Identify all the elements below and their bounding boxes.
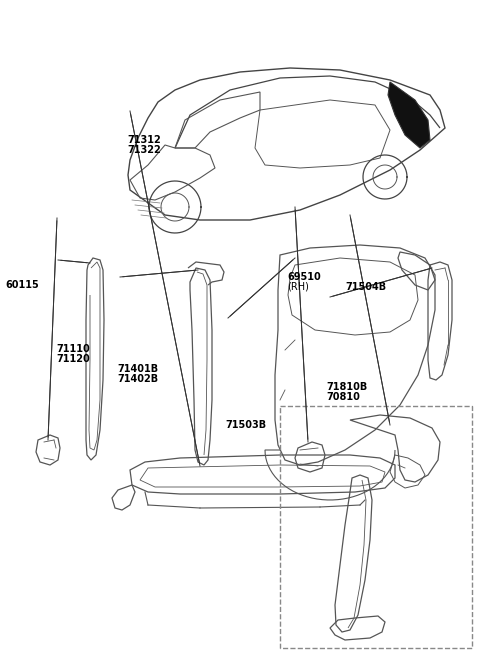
Text: 71402B: 71402B bbox=[118, 374, 159, 384]
Bar bbox=[280, 406, 472, 648]
Text: 71110: 71110 bbox=[57, 344, 90, 354]
Text: (RH): (RH) bbox=[287, 281, 309, 292]
Polygon shape bbox=[388, 82, 430, 148]
Text: 69510: 69510 bbox=[287, 272, 321, 282]
Text: 70810: 70810 bbox=[326, 392, 360, 402]
Text: 71120: 71120 bbox=[57, 354, 90, 364]
Text: 71504B: 71504B bbox=[346, 281, 387, 292]
Text: 71312: 71312 bbox=[127, 134, 161, 145]
Text: 71810B: 71810B bbox=[326, 382, 368, 392]
Text: 71503B: 71503B bbox=[226, 420, 267, 430]
Text: 71322: 71322 bbox=[127, 144, 161, 155]
Text: 71401B: 71401B bbox=[118, 364, 159, 375]
Text: 60115: 60115 bbox=[6, 280, 39, 291]
